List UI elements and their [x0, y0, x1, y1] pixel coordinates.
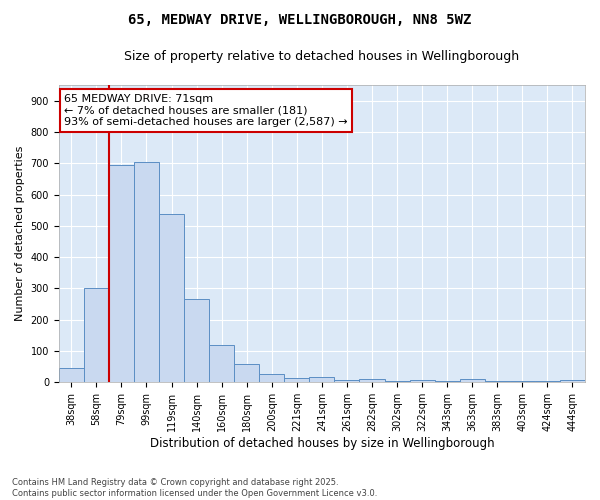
Bar [359, 379, 385, 382]
Title: Size of property relative to detached houses in Wellingborough: Size of property relative to detached ho… [124, 50, 520, 63]
Bar [59, 368, 84, 382]
Bar [434, 381, 460, 382]
Bar [259, 374, 284, 382]
Text: Contains HM Land Registry data © Crown copyright and database right 2025.
Contai: Contains HM Land Registry data © Crown c… [12, 478, 377, 498]
Bar [184, 300, 209, 382]
X-axis label: Distribution of detached houses by size in Wellingborough: Distribution of detached houses by size … [149, 437, 494, 450]
Bar [84, 288, 109, 382]
Text: 65 MEDWAY DRIVE: 71sqm
← 7% of detached houses are smaller (181)
93% of semi-det: 65 MEDWAY DRIVE: 71sqm ← 7% of detached … [64, 94, 347, 127]
Bar [460, 379, 485, 382]
Bar [410, 380, 434, 382]
Bar [385, 381, 410, 382]
Bar [334, 380, 359, 382]
Bar [234, 364, 259, 382]
Bar [209, 345, 234, 383]
Bar [485, 381, 510, 382]
Bar [310, 376, 334, 382]
Bar [284, 378, 310, 382]
Text: 65, MEDWAY DRIVE, WELLINGBOROUGH, NN8 5WZ: 65, MEDWAY DRIVE, WELLINGBOROUGH, NN8 5W… [128, 12, 472, 26]
Bar [159, 214, 184, 382]
Bar [109, 166, 134, 382]
Bar [134, 162, 159, 382]
Bar [560, 380, 585, 382]
Y-axis label: Number of detached properties: Number of detached properties [15, 146, 25, 322]
